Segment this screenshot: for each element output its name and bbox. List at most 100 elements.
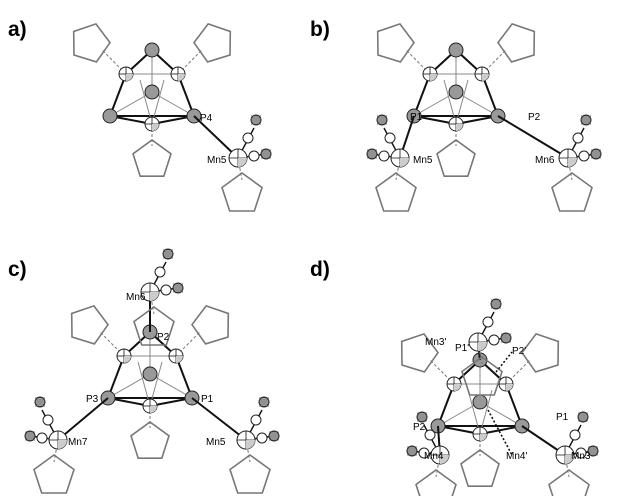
cp-ring — [497, 22, 536, 63]
bond — [151, 91, 195, 117]
atom-shade — [482, 74, 489, 81]
atom-shade — [150, 406, 157, 413]
atom-shade — [454, 384, 461, 391]
bond — [245, 439, 251, 463]
atom-shade — [124, 356, 131, 363]
atom — [144, 84, 160, 100]
atom-shade — [480, 434, 487, 441]
atom-shade — [478, 342, 487, 351]
atom-shade — [440, 455, 449, 464]
atom — [242, 132, 254, 144]
cp-ring — [193, 22, 232, 63]
cp-ring — [375, 172, 417, 212]
bond — [151, 79, 165, 125]
bond — [107, 373, 151, 399]
atom — [256, 432, 268, 444]
cp-ring — [72, 22, 111, 63]
atom — [448, 42, 464, 58]
bond — [564, 454, 570, 478]
atom-label: Mn6 — [126, 292, 146, 303]
atom-shade — [176, 356, 183, 363]
atom — [36, 432, 48, 444]
atom — [250, 414, 262, 426]
bond — [149, 291, 155, 315]
bond — [395, 157, 401, 181]
atom-shade — [178, 74, 185, 81]
bond — [435, 454, 441, 478]
bond — [149, 361, 163, 407]
bond — [443, 79, 457, 125]
atom-label: Mn4' — [506, 451, 527, 462]
bond — [479, 401, 523, 427]
atom-label: P2 — [528, 112, 541, 123]
atom-label: Mn5 — [206, 437, 226, 448]
atom — [160, 284, 172, 296]
atom-label: Mn5 — [413, 155, 433, 166]
atom-shade — [58, 440, 67, 449]
atom — [575, 447, 587, 459]
panel-tag: b) — [310, 18, 330, 41]
bond — [467, 389, 481, 435]
cp-ring — [191, 304, 230, 345]
cp-ring — [376, 22, 415, 63]
atom — [102, 108, 118, 124]
atom — [472, 394, 488, 410]
bond — [455, 79, 469, 125]
cp-ring — [415, 469, 457, 496]
structures — [24, 22, 602, 496]
cp-ring — [70, 304, 109, 345]
atom-shade — [238, 158, 247, 167]
atom — [448, 84, 464, 100]
bond — [479, 389, 493, 435]
bond — [57, 397, 109, 441]
bond — [497, 115, 569, 159]
atom — [578, 150, 590, 162]
bond — [109, 91, 153, 117]
atom — [154, 266, 166, 278]
cp-ring — [460, 449, 500, 488]
atom-shade — [126, 74, 133, 81]
atom-label: Mn7 — [68, 437, 88, 448]
atom — [488, 334, 500, 346]
atom — [569, 429, 581, 441]
bond — [477, 341, 483, 365]
atom-shade — [456, 124, 463, 131]
atom-shade — [400, 158, 409, 167]
atom-shade — [430, 74, 437, 81]
bond — [191, 397, 247, 441]
bond — [413, 91, 457, 117]
atom-label: Mn3' — [425, 337, 446, 348]
cp-ring — [132, 139, 172, 177]
cp-ring — [551, 172, 593, 212]
atom-label: P1' — [455, 343, 469, 354]
atom-label: P2 — [157, 332, 170, 343]
atom-label: P1 — [410, 112, 423, 123]
atom-label: Mn4 — [424, 451, 444, 462]
atom — [42, 414, 54, 426]
atom — [378, 150, 390, 162]
atom-label: Mn6 — [535, 155, 555, 166]
bond — [495, 351, 513, 373]
cp-ring — [521, 332, 560, 373]
bond — [139, 79, 153, 125]
atom — [482, 316, 494, 328]
cp-ring — [400, 332, 439, 373]
cp-ring — [221, 172, 263, 212]
bond — [193, 115, 239, 159]
atom — [144, 42, 160, 58]
cp-ring — [229, 454, 271, 494]
atom-shade — [150, 292, 159, 301]
atom — [248, 150, 260, 162]
panel-tag: a) — [8, 18, 27, 41]
atom-label: P1 — [201, 394, 214, 405]
atom-shade — [506, 384, 513, 391]
bond — [149, 373, 193, 399]
atom-shade — [568, 158, 577, 167]
atom — [384, 132, 396, 144]
atom — [418, 447, 430, 459]
atom-label: P3 — [86, 394, 99, 405]
atom-label: Mn5 — [207, 155, 227, 166]
atom-label: P2' — [512, 346, 526, 357]
atom-label: P4 — [200, 113, 213, 124]
